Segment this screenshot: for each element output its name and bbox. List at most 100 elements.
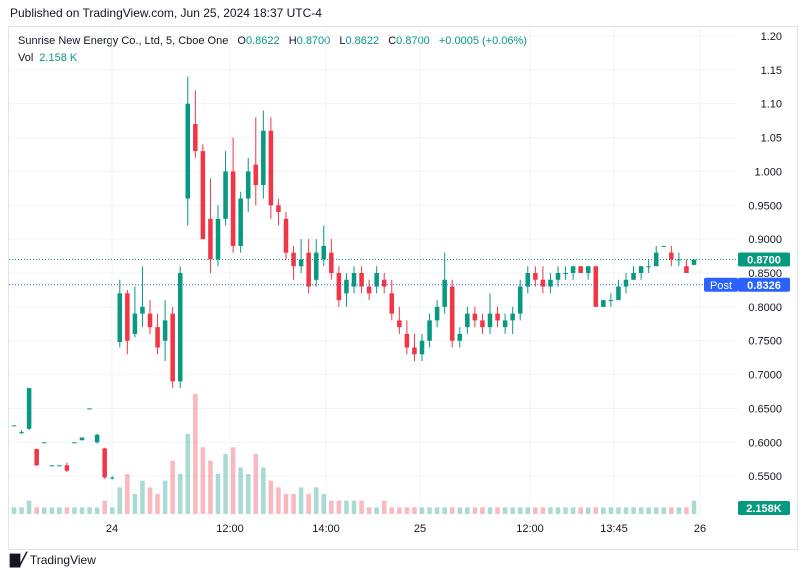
candle-body (230, 171, 236, 246)
x-tick-label: 12:00 (216, 523, 244, 535)
volume-bar (177, 474, 183, 514)
x-tick-label: 25 (414, 523, 426, 535)
volume-bar (329, 500, 334, 514)
candle-body (480, 320, 485, 328)
candle-body (472, 313, 478, 321)
tradingview-logo-icon[interactable]: ▇╱ (10, 552, 27, 567)
volume-bar (570, 507, 576, 514)
candle-body (223, 171, 228, 219)
y-tick-label: 0.8000 (748, 302, 782, 314)
volume-label: Vol (18, 52, 34, 64)
open-label: O (237, 35, 246, 47)
candle-body (608, 300, 614, 302)
candle-body (109, 477, 115, 479)
candle-body (366, 286, 372, 294)
volume-bar (419, 507, 425, 514)
volume-bar (676, 507, 682, 514)
candle-body (374, 273, 379, 287)
volume-bar (215, 474, 221, 514)
candle-body (351, 273, 357, 287)
candle-body (434, 306, 440, 321)
volume-bar (34, 507, 39, 514)
candle-body (140, 306, 145, 314)
volume-legend: Vol 2.158 K (18, 52, 77, 64)
volume-bar (533, 507, 538, 514)
y-tick-label: 1.05 (761, 133, 782, 145)
candle-body (193, 124, 198, 152)
candle-body (321, 245, 327, 260)
candle-body (261, 130, 266, 185)
candle-body (684, 266, 689, 273)
y-tick-label: 0.7000 (748, 370, 782, 382)
volume-bar (238, 467, 243, 514)
volume-bar (102, 500, 107, 514)
candle-body (502, 320, 508, 328)
candle-body (487, 313, 493, 328)
candle-body (87, 408, 92, 410)
volume-bar (41, 507, 47, 514)
candle-body (661, 245, 667, 247)
volume-bar (208, 460, 213, 514)
candle-body (41, 442, 47, 444)
volume-bar (253, 454, 259, 514)
volume-bar (351, 500, 357, 514)
volume-bar (170, 460, 175, 514)
candle-body (457, 333, 463, 341)
y-tick-label: 0.5500 (748, 471, 782, 483)
volume-bar (510, 507, 515, 514)
volume-bar (117, 487, 123, 514)
volume-bar (669, 507, 674, 514)
volume-bar (601, 507, 606, 514)
candle-body (291, 252, 296, 267)
volume-tag-label: 2.158K (746, 503, 782, 515)
candle-body (616, 286, 621, 301)
volume-bar (132, 494, 138, 514)
post-price-label: 0.8326 (747, 280, 781, 292)
x-tick-label: 13:45 (600, 523, 628, 535)
volume-bar (555, 507, 561, 514)
volume-bar (268, 480, 274, 514)
candle-body (585, 266, 591, 273)
volume-bar (87, 507, 92, 514)
volume-bar (517, 507, 523, 514)
brand-name[interactable]: TradingView (29, 553, 96, 567)
candle-body (540, 279, 546, 287)
candle-body (442, 279, 447, 307)
volume-bar (276, 487, 281, 514)
volume-bar (125, 474, 130, 514)
candle-body (381, 279, 387, 287)
candle-body (533, 273, 538, 280)
volume-bar (321, 494, 327, 514)
chart-legend: Sunrise New Energy Co., Ltd, 5, Cboe One… (18, 35, 527, 47)
volume-bar (26, 500, 32, 514)
last-price-label: 0.8700 (747, 254, 781, 266)
candle-body (669, 252, 674, 260)
volume-bar (298, 487, 304, 514)
candle-body (283, 218, 289, 253)
x-tick-label: 24 (106, 523, 118, 535)
candle-body (11, 425, 17, 427)
symbol-name[interactable]: Sunrise New Energy Co., Ltd, 5, Cboe One (18, 35, 229, 47)
change-value: +0.0005 (+0.06%) (438, 35, 527, 47)
volume-bar (64, 507, 70, 514)
candle-body (525, 273, 531, 287)
post-tag-label: Post (710, 280, 732, 292)
candle-body (495, 313, 500, 321)
candle-body (359, 273, 364, 287)
x-tick-label: 12:00 (516, 523, 544, 535)
volume-bar (79, 507, 85, 514)
volume-bar (412, 507, 417, 514)
candle-body (94, 434, 100, 443)
candle-body (155, 327, 160, 348)
volume-bar (427, 507, 432, 514)
candle-body (344, 279, 349, 294)
volume-bar (593, 507, 599, 514)
candle-body (631, 273, 636, 280)
volume-bar (57, 507, 62, 514)
volume-bar (465, 507, 470, 514)
candle-body (208, 218, 213, 260)
volume-bar (19, 507, 24, 514)
candle-body (34, 449, 39, 466)
y-tick-label: 1.10 (761, 99, 782, 111)
